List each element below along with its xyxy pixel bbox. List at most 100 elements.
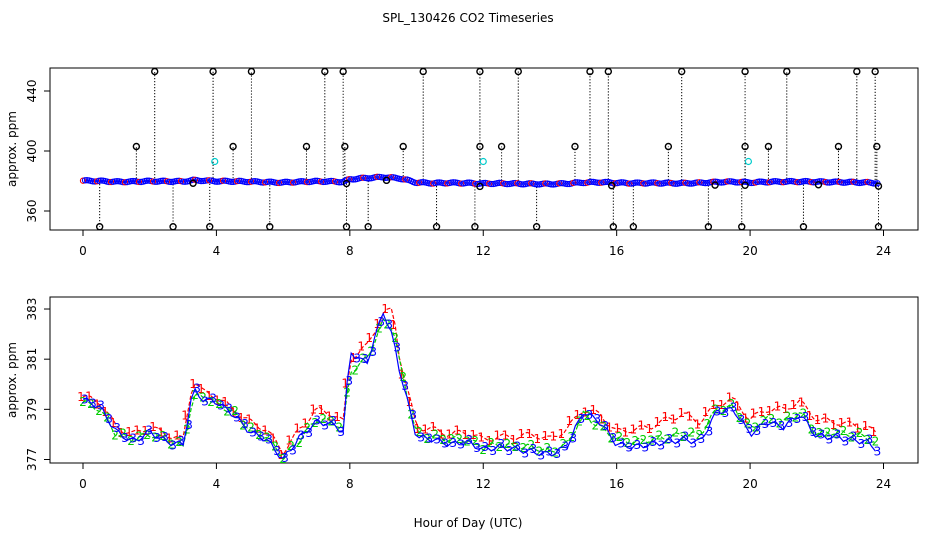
- baseline-point: [526, 180, 533, 187]
- baseline-point: [203, 177, 211, 184]
- series-2-marker: 2: [487, 436, 495, 450]
- series-1-marker: 1: [221, 395, 229, 409]
- series-2-marker: 2: [183, 422, 191, 436]
- series-2-marker: 2: [752, 421, 760, 435]
- series-3-marker: 3: [834, 427, 842, 441]
- x-axis-label: Hour of Day (UTC): [414, 516, 523, 530]
- series-1-marker: 1: [493, 429, 501, 443]
- bottom-ytick-label: 377: [25, 448, 39, 471]
- series-3-marker: 3: [826, 433, 834, 447]
- series-1-marker: 1: [461, 428, 469, 442]
- series-2-marker: 2: [255, 428, 263, 442]
- series-1-marker: 1: [766, 404, 774, 418]
- top-ylabel: approx. ppm: [5, 111, 19, 187]
- bottom-xtick-label: 8: [346, 477, 354, 491]
- series-1-marker: 1: [317, 403, 325, 417]
- baseline-point: [686, 180, 693, 187]
- series-3-marker: 3: [577, 412, 585, 426]
- baseline-point: [702, 179, 709, 187]
- top-xtick-label: 16: [609, 244, 624, 258]
- outlier-high-point: [741, 67, 749, 76]
- baseline-point: [572, 179, 579, 186]
- baseline-point: [336, 179, 343, 186]
- outlier-high-point: [476, 67, 484, 76]
- baseline-point: [81, 177, 89, 184]
- series-1-marker: 1: [477, 430, 485, 444]
- series-1-marker: 1: [245, 413, 253, 427]
- baseline-point: [197, 177, 205, 185]
- series-3-line: [82, 312, 876, 459]
- series-2-marker: 2: [263, 430, 271, 444]
- series-1-marker: 1: [285, 433, 293, 447]
- baseline-point: [618, 179, 625, 186]
- series-1-marker: 1: [782, 402, 790, 416]
- series-3-marker: 3: [770, 416, 778, 430]
- series-1-marker: 1: [862, 419, 870, 433]
- series-3-marker: 3: [618, 437, 626, 451]
- baseline-point: [319, 178, 327, 186]
- series-3-marker: 3: [842, 434, 850, 448]
- series-3-marker: 3: [698, 432, 706, 446]
- series-3-marker: 3: [810, 425, 818, 439]
- series-3-marker: 3: [137, 434, 145, 448]
- series-2-marker: 2: [463, 434, 471, 448]
- series-2-marker: 2: [415, 425, 423, 439]
- baseline-point: [634, 179, 641, 186]
- baseline-point: [824, 179, 831, 186]
- series-3-marker: 3: [129, 431, 137, 445]
- series-3-marker: 3: [722, 406, 730, 420]
- series-1-marker: 1: [325, 410, 333, 424]
- series-3-marker: 3: [473, 441, 481, 455]
- series-1-marker: 1: [485, 434, 493, 448]
- outlier-near-point: [741, 181, 749, 189]
- series-1-marker: 1: [758, 405, 766, 419]
- series-3-marker: 3: [81, 392, 89, 406]
- baseline-point: [189, 176, 197, 183]
- series-3-marker: 3: [153, 431, 161, 445]
- series-3-marker: 3: [626, 441, 634, 455]
- series-3-marker: 3: [802, 410, 810, 424]
- outlier-high-point: [209, 67, 217, 76]
- baseline-point: [159, 177, 167, 184]
- series-3-marker: 3: [433, 433, 441, 447]
- outlier-mid-point: [834, 142, 843, 151]
- series-3-marker: 3: [401, 379, 409, 393]
- series-1-marker: 1: [277, 448, 285, 462]
- series-1-marker: 1: [301, 417, 309, 431]
- outlier-high-point: [678, 67, 686, 76]
- series-2-marker: 2: [808, 422, 816, 436]
- baseline-point: [518, 181, 525, 188]
- baseline-point: [311, 177, 319, 184]
- outlier-low-point: [874, 223, 883, 231]
- series-1-marker: 1: [173, 429, 181, 443]
- baseline-point: [840, 179, 847, 186]
- outlier-near-point: [189, 179, 197, 187]
- series-1-marker: 1: [93, 397, 101, 411]
- series-1-marker: 1: [622, 426, 630, 440]
- series-1-marker: 1: [734, 400, 742, 414]
- series-1-marker: 1: [686, 409, 694, 423]
- series-1-marker: 1: [822, 411, 830, 425]
- outlier-low-point: [342, 223, 351, 231]
- series-2-marker: 2: [247, 421, 255, 435]
- baseline-point: [374, 173, 381, 180]
- series-1-marker: 1: [373, 317, 381, 331]
- series-1-marker: 1: [125, 425, 133, 439]
- series-2-marker: 2: [335, 421, 343, 435]
- series-3-marker: 3: [377, 315, 385, 329]
- series-2-marker: 2: [127, 434, 135, 448]
- series-3-marker: 3: [505, 444, 513, 458]
- series-2-marker: 2: [439, 433, 447, 447]
- figure-title: SPL_130426 CO2 Timeseries: [382, 11, 553, 25]
- baseline-point: [802, 177, 809, 185]
- baseline-point: [173, 177, 181, 185]
- baseline-point: [504, 180, 511, 188]
- series-3-marker: 3: [529, 442, 537, 456]
- series-3-marker: 3: [497, 437, 505, 451]
- baseline-point: [596, 179, 603, 186]
- series-2-marker: 2: [271, 439, 279, 453]
- baseline-point: [151, 178, 159, 185]
- series-1-marker: 1: [445, 427, 453, 441]
- series-3-marker: 3: [449, 436, 457, 450]
- series-3-marker: 3: [561, 440, 569, 454]
